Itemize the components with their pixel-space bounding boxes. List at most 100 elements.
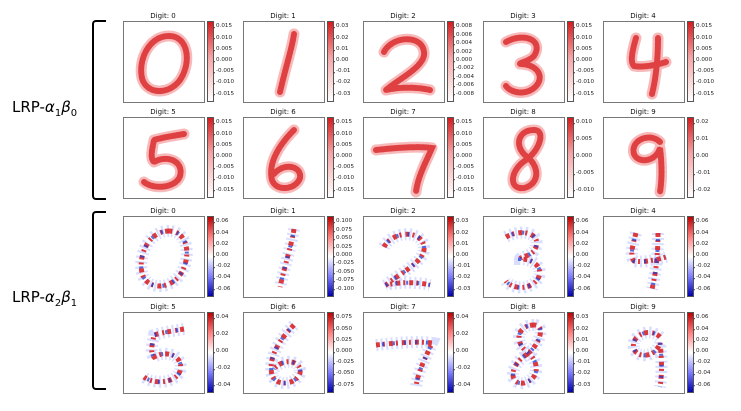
panel-title: Digit: 8: [510, 303, 536, 311]
colorbar-tick-label: 0.06: [692, 314, 709, 321]
colorbar-tick-label: -0.02: [452, 365, 471, 371]
colorbar: [447, 117, 454, 198]
colorbar-tick-label: 0.010: [692, 34, 713, 41]
colorbar-tick-label: 0.008: [452, 23, 473, 30]
colorbar-tick-label: -0.050: [332, 269, 355, 275]
colorbar: [207, 21, 214, 102]
heatmap-panel-digit-3: Digit: 3 0.06 0.04 0.02 0.00 -0.02 -0.04 -0.06: [483, 207, 613, 298]
relevance-heatmap-image: [123, 312, 205, 394]
colorbar-tick-label: -0.002: [452, 65, 475, 72]
heatmap-panel-digit-1: Digit: 1 0.03 0.02 0.01 0.00 -0.01 -0.02 -0.03: [243, 12, 373, 103]
colorbar-tick-label: 0.01: [572, 337, 589, 343]
digit-stroke-heatmap: [265, 124, 306, 194]
heatmap-panel-digit-8: Digit: 8 0.03 0.02 0.01 0.00 -0.01 -0.02 -0.03: [483, 303, 613, 394]
colorbar-tick-label: -0.015: [452, 186, 475, 193]
colorbar-tick-label: -0.010: [692, 79, 715, 86]
colorbar-tick-label: 0.015: [212, 119, 233, 126]
relevance-heatmap-image: [243, 21, 325, 103]
relevance-heatmap-image: [243, 312, 325, 394]
colorbar-tick-label: 0.00: [572, 252, 589, 259]
panel-title: Digit: 9: [630, 108, 656, 116]
colorbar-tick-label: 0.000: [332, 348, 353, 355]
group-label-alpha1-beta0: LRP-α1β0: [12, 98, 78, 119]
colorbar-tick-label: 0.100: [332, 218, 353, 225]
colorbar-tick-label: -0.04: [572, 274, 591, 281]
colorbar-tick-label: 0.015: [692, 23, 713, 30]
colorbar-tick-label: -0.004: [452, 74, 475, 80]
heatmap-panel-digit-0: Digit: 0 0.015 0.010 0.005 0.000 -0.005 -0.010…: [123, 12, 253, 103]
colorbar-tick-label: 0.02: [692, 119, 709, 126]
colorbar-tick-label: 0.000: [572, 153, 593, 160]
colorbar-tick-label: -0.025: [332, 359, 355, 366]
colorbar-tick-label: 0.002: [452, 48, 473, 55]
heatmap-panel-digit-4: Digit: 4 0.06 0.04 0.02 0.00 -0.02 -0.04 -0.06: [603, 207, 733, 298]
digit-stroke-heatmap: [507, 124, 546, 194]
colorbar-tick-label: -0.005: [212, 68, 235, 75]
colorbar-tick-label: 0.04: [212, 229, 229, 236]
colorbar: [687, 21, 694, 102]
colorbar-tick-label: 0.00: [692, 153, 709, 160]
relevance-heatmap-image: [483, 312, 565, 394]
group-bracket-top: [92, 20, 106, 200]
colorbar: [447, 21, 454, 102]
colorbar-tick-label: 0.005: [572, 136, 593, 143]
colorbar-tick-label: -0.006: [452, 82, 475, 89]
colorbar-tick-label: -0.01: [452, 263, 471, 270]
panel-title: Digit: 5: [150, 303, 176, 311]
digit-stroke-heatmap: [378, 33, 436, 96]
panel-title: Digit: 0: [150, 207, 176, 215]
colorbar-tick-label: 0.025: [332, 243, 353, 250]
panel-title: Digit: 9: [630, 303, 656, 311]
colorbar-tick-label: -0.005: [692, 68, 715, 75]
relevance-heatmap-image: [483, 117, 565, 199]
colorbar-tick-label: 0.010: [212, 34, 233, 41]
colorbar-tick-label: 0.000: [332, 252, 353, 259]
colorbar-tick-label: 0.03: [332, 23, 349, 30]
colorbar-tick-label: 0.000: [212, 153, 233, 160]
heatmap-panel-digit-8: Digit: 8 0.010 0.005 0.000 -0.005 -0.010: [483, 108, 613, 199]
colorbar-tick-label: 0.01: [692, 136, 709, 143]
colorbar-tick-label: -0.02: [692, 263, 711, 270]
colorbar-tick-label: 0.06: [572, 218, 589, 225]
colorbar-tick-label: 0.04: [572, 229, 589, 236]
colorbar: [327, 312, 334, 393]
colorbar-tick-label: -0.010: [572, 79, 595, 86]
colorbar-tick-label: -0.02: [572, 370, 591, 377]
colorbar-tick-label: -0.100: [332, 285, 355, 292]
colorbar-tick-label: 0.02: [452, 229, 469, 236]
panel-title: Digit: 6: [270, 303, 296, 311]
relevance-heatmap-image: [243, 117, 325, 199]
colorbar-tick-label: 0.010: [452, 130, 473, 137]
colorbar-tick-label: 0.00: [452, 348, 469, 355]
panel-title: Digit: 1: [270, 12, 296, 20]
colorbar-tick-label: -0.02: [572, 263, 591, 270]
colorbar-tick-label: 0.02: [572, 241, 589, 247]
colorbar-tick-label: 0.00: [572, 348, 589, 355]
group-label-alpha2-beta1: LRP-α2β1: [12, 288, 78, 309]
panel-title: Digit: 2: [390, 12, 416, 20]
colorbar-tick-label: 0.00: [692, 252, 709, 259]
colorbar-tick-label: 0.000: [452, 153, 473, 160]
digit-stroke-heatmap: [370, 141, 438, 198]
heatmap-panel-digit-3: Digit: 3 0.015 0.010 0.005 0.000 -0.005 -0.010…: [483, 12, 613, 103]
colorbar-tick-label: -0.010: [212, 175, 235, 182]
panel-title: Digit: 7: [390, 303, 416, 311]
colorbar-tick-label: -0.06: [692, 381, 711, 388]
colorbar-tick-label: -0.005: [572, 170, 595, 176]
colorbar-tick-label: 0.015: [572, 23, 593, 30]
colorbar-tick-label: -0.04: [212, 381, 231, 388]
relevance-heatmap-image: [603, 312, 685, 394]
colorbar-tick-label: 0.000: [332, 153, 353, 160]
heatmap-panel-digit-4: Digit: 4 0.015 0.010 0.005 0.000 -0.005 -0.010…: [603, 12, 733, 103]
colorbar-tick-label: -0.02: [212, 263, 231, 270]
group-bracket-bottom: [92, 211, 106, 390]
digit-stroke-heatmap: [628, 132, 667, 198]
heatmap-panel-digit-7: Digit: 7 0.04 0.02 0.00 -0.02 -0.04: [363, 303, 493, 394]
colorbar: [687, 117, 694, 198]
colorbar-tick-label: -0.015: [212, 186, 235, 193]
colorbar-tick-label: -0.075: [332, 277, 355, 284]
colorbar-tick-label: 0.015: [332, 119, 353, 126]
relevance-heatmap-image: [363, 216, 445, 298]
colorbar: [447, 216, 454, 297]
